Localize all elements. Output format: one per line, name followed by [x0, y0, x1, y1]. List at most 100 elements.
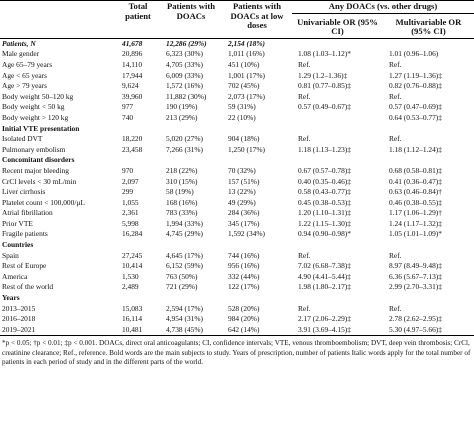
cell: 2.99 (2.70–3.31)‡	[389, 282, 442, 292]
section-row: Countries	[0, 240, 474, 251]
cell: 702 (45%)	[228, 81, 260, 91]
table-row: Atrial fibrillation 2,361 783 (33%) 284 (36…	[0, 208, 474, 219]
cell: 2,594 (17%)	[166, 303, 203, 313]
cell: 4,738 (45%)	[160, 324, 222, 337]
cell: 1,530	[122, 271, 139, 281]
section-row: Initial VTE presentation	[0, 124, 474, 135]
cell: 904 (18%)	[228, 134, 260, 144]
row-label: Male gender	[2, 49, 40, 59]
corner	[0, 0, 116, 39]
cell: Ref.	[389, 59, 402, 69]
cell: 0.57 (0.47–0.69)‡	[389, 102, 442, 112]
cell: 1.98 (1.80–2.17)‡	[298, 282, 351, 292]
row-label: 2013–2015	[2, 303, 36, 313]
row-label: Age > 79 years	[2, 81, 48, 91]
cell: 4.90 (4.41–5.44)‡	[298, 271, 351, 281]
cell: 1.22 (1.15–1.30)‡	[298, 218, 351, 228]
cell: 5,020 (27%)	[166, 134, 203, 144]
cell: 0.67 (0.57–0.78)‡	[298, 165, 351, 175]
column-header: Multivariable OR (95% CI)	[395, 16, 462, 37]
row-label: Atrial fibrillation	[2, 208, 53, 218]
table-row: Recent major bleeding 970 218 (22%) 70 (32%…	[0, 166, 474, 177]
row-label: Body weight 50–120 kg	[2, 91, 74, 101]
cell: 70 (32%)	[228, 165, 256, 175]
table-row: Rest of the world 2,489 721 (29%) 122 (17%)…	[0, 282, 474, 293]
cell: 1,572 (16%)	[166, 81, 203, 91]
row-label: 2019–2021	[0, 324, 116, 337]
cell: 1.18 (1.12–1.24)‡	[389, 144, 442, 154]
cell: 642 (14%)	[222, 324, 292, 337]
cell: 49 (29%)	[228, 197, 256, 207]
table-row: Spain 27,245 4,645 (17%) 744 (16%) Ref. Ref.	[0, 251, 474, 262]
cell: 345 (17%)	[228, 218, 260, 228]
row-label: Rest of the world	[2, 282, 54, 292]
cell: 6,323 (30%)	[166, 49, 203, 59]
row-label: Isolated DVT	[2, 134, 43, 144]
cell: 8.97 (8.49–9.48)‡	[389, 261, 442, 271]
cell: 0.63 (0.46–0.84)†	[389, 187, 442, 197]
column-header: Univariable OR (95% CI)	[297, 16, 378, 37]
cell: 721 (29%)	[166, 282, 198, 292]
cell: 15,083	[122, 303, 143, 313]
row-label: Rest of Europe	[2, 261, 47, 271]
table-row: Pulmonary embolism 23,458 7,266 (31%) 1,250…	[0, 145, 474, 156]
cell: 4,645 (17%)	[166, 250, 203, 260]
cell: Ref.	[389, 250, 402, 260]
table-row: Body weight 50–120 kg 39,960 11,882 (30%) 2…	[0, 92, 474, 103]
cell: 22 (10%)	[228, 112, 256, 122]
cell: 4,954 (31%)	[166, 314, 203, 324]
cell: 1.05 (1.01–1.09)*	[389, 229, 442, 239]
table-row: Age 65–79 years 14,110 4,705 (33%) 451 (10%…	[0, 60, 474, 71]
cell: 7,266 (31%)	[166, 144, 203, 154]
table-row: 2016–2018 16,114 4,954 (31%) 984 (20%) 2.17 …	[0, 314, 474, 325]
cell: 984 (20%)	[228, 314, 260, 324]
cell	[292, 113, 383, 124]
group-header: Any DOACs (vs. other drugs)	[292, 0, 474, 14]
cell: 9,624	[122, 81, 139, 91]
cell: 4,745 (29%)	[166, 229, 203, 239]
cell: 970	[122, 165, 134, 175]
column-header: Total patient	[116, 0, 160, 39]
row-label: Platelet count < 100,000/μL	[2, 197, 85, 207]
section-title: Initial VTE presentation	[2, 123, 80, 133]
table-row: America 1,530 763 (50%) 332 (44%) 4.90 (4.41…	[0, 272, 474, 283]
cell: 0.58 (0.43–0.77)‡	[298, 187, 351, 197]
cell: Ref.	[298, 303, 311, 313]
row-label: Liver cirrhosis	[2, 187, 46, 197]
cell: 0.40 (0.35–0.46)‡	[298, 176, 351, 186]
cell: 7.02 (6.68–7.38)‡	[298, 261, 351, 271]
cell: 27,245	[122, 250, 143, 260]
cell: 310 (15%)	[166, 176, 198, 186]
cell: 956 (16%)	[228, 261, 260, 271]
row-label: Prior VTE	[2, 218, 33, 228]
table-row: Rest of Europe 10,414 6,152 (59%) 956 (16%)…	[0, 261, 474, 272]
cell	[292, 37, 383, 50]
cell: 1.08 (1.03–1.12)*	[298, 49, 351, 59]
row-label: CrCl levels < 30 mL/min	[2, 176, 77, 186]
cell: 1,250 (17%)	[228, 144, 265, 154]
row-label: Spain	[2, 250, 19, 260]
cell: 6,009 (33%)	[166, 70, 203, 80]
cell: 2.78 (2.62–2.95)‡	[389, 314, 442, 324]
cell: 1.17 (1.06–1.29)†	[389, 208, 442, 218]
cell: 1.27 (1.19–1.36)‡	[389, 70, 442, 80]
cell: 5.30 (4.97–5.66)‡	[383, 324, 474, 337]
cell: 2,489	[122, 282, 139, 292]
cell: 16,114	[122, 314, 143, 324]
row-label: Body weight < 50 kg	[2, 102, 65, 112]
cell: 0.81 (0.77–0.85)‡	[298, 81, 351, 91]
cell: 122 (17%)	[228, 282, 260, 292]
cell: 16,284	[122, 229, 143, 239]
cell: 1.29 (1.2–1.36)‡	[298, 70, 348, 80]
row-label: 2016–2018	[2, 314, 36, 324]
cell: 2,361	[122, 208, 139, 218]
cell: 12,286 (29%)	[160, 37, 222, 50]
row-label: Age 65–79 years	[2, 59, 53, 69]
row-label: Patients, N	[0, 37, 116, 50]
cell: 740	[122, 112, 134, 122]
cell: 0.45 (0.38–0.53)‡	[298, 197, 351, 207]
cell: 23,458	[122, 144, 143, 154]
cell: Ref.	[389, 134, 402, 144]
cell: 451 (10%)	[228, 59, 260, 69]
cell: 1,001 (17%)	[228, 70, 265, 80]
